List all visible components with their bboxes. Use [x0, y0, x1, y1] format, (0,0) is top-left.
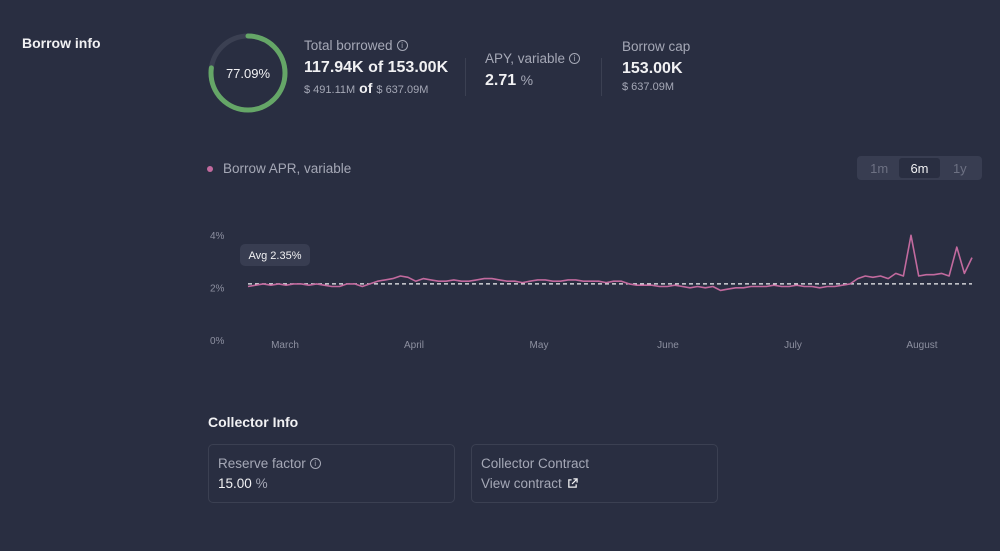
total-borrowed-value: 117.94K of 153.00K [304, 59, 448, 77]
average-label: Avg 2.35% [248, 250, 301, 262]
total-borrowed-label: Total borrowed [304, 38, 393, 53]
info-icon[interactable]: i [396, 40, 408, 51]
reserve-factor-unit: % [255, 476, 268, 491]
y-tick-label: 4% [210, 231, 225, 242]
average-badge [240, 244, 310, 266]
external-link-icon [567, 478, 578, 488]
borrow-cap-usd: $ 637.09M [622, 81, 674, 93]
view-contract-link[interactable]: View contract [481, 476, 708, 491]
y-tick-label: 0% [210, 336, 225, 347]
apy-stat: APY, variable i 2.71 % [485, 51, 581, 90]
legend-label: Borrow APR, variable [223, 161, 352, 176]
tab-1y[interactable]: 1y [952, 160, 967, 176]
tab-1m[interactable]: 1m [870, 160, 889, 176]
x-tick-label: May [530, 340, 549, 351]
divider [601, 58, 602, 96]
borrow-cap-label: Borrow cap [622, 39, 691, 54]
borrow-info-title: Borrow info [22, 35, 101, 51]
divider [465, 58, 466, 96]
tab-6m[interactable]: 6m [899, 158, 940, 178]
apr-series-line [247, 234, 973, 292]
borrow-apr-chart: 4% 2% 0% March April May June July August Avg 2.3… [210, 231, 973, 351]
x-tick-label: April [404, 340, 424, 351]
total-borrowed-stat: Total borrowed i 117.94K of 153.00K $ 49… [304, 38, 448, 96]
utilization-label: 77.09% [225, 65, 271, 81]
borrowed-amount: 117.94K [304, 59, 364, 76]
collector-contract-card: Collector Contract View contract [471, 444, 718, 503]
info-icon[interactable]: i [309, 458, 321, 469]
borrow-cap-stat: Borrow cap 153.00K $ 637.09M [622, 39, 690, 93]
x-tick-label: June [657, 340, 679, 351]
x-tick-label: March [271, 340, 299, 351]
x-tick-label: August [906, 340, 937, 351]
apy-value: 2.71 % [485, 72, 580, 90]
info-icon[interactable]: i [569, 53, 581, 64]
borrowed-usd-cap: $ 637.09M [376, 84, 429, 96]
apy-number: 2.71 [485, 72, 517, 89]
time-range-tabs: 1m 6m 1y [857, 156, 982, 180]
of-separator: of [368, 59, 384, 76]
collector-info-title: Collector Info [208, 414, 299, 430]
reserve-factor-card: Reserve factor i 15.00 % [208, 444, 455, 503]
chart-legend: Borrow APR, variable [207, 161, 351, 176]
apy-label: APY, variable [485, 51, 566, 66]
view-contract-text[interactable]: View contract [481, 476, 562, 491]
borrowed-cap: 153.00K [387, 59, 449, 76]
apy-unit: % [520, 72, 534, 88]
reserve-factor-value: 15.00 % [218, 476, 445, 491]
reserve-factor-label: Reserve factor [218, 456, 306, 471]
usd-of-separator: of [359, 80, 373, 96]
borrow-cap-value: 153.00K [622, 60, 683, 77]
x-tick-label: July [784, 340, 802, 351]
collector-contract-label: Collector Contract [481, 456, 590, 471]
reserve-factor-number: 15.00 [218, 476, 252, 491]
total-borrowed-usd: $ 491.11M of $ 637.09M [304, 80, 448, 96]
borrowed-usd-amount: $ 491.11M [304, 84, 356, 96]
utilization-donut [208, 33, 288, 113]
y-tick-label: 2% [210, 284, 225, 295]
donut-progress-arc [208, 33, 288, 113]
legend-dot [207, 165, 213, 172]
